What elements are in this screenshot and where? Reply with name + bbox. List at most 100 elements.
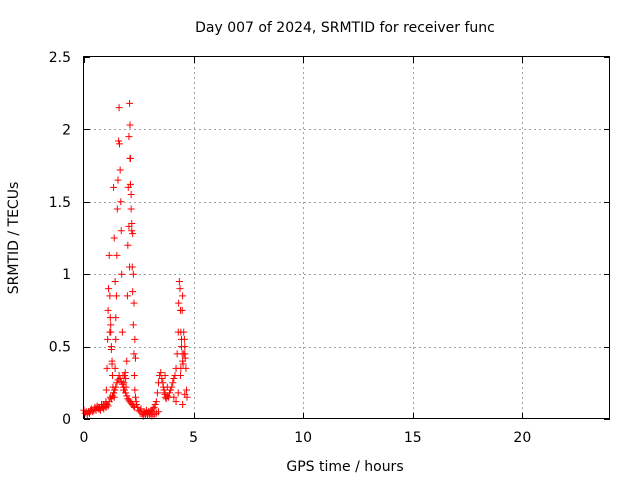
data-point <box>180 328 188 336</box>
data-point <box>160 386 168 394</box>
data-point <box>167 386 175 394</box>
data-point <box>128 220 136 228</box>
y-tick-label: 0 <box>62 412 71 428</box>
x-tick-label: 15 <box>404 430 422 446</box>
data-point <box>125 133 133 141</box>
data-point <box>129 230 137 238</box>
data-point <box>123 392 131 400</box>
data-point <box>112 335 120 343</box>
data-point <box>110 183 118 191</box>
data-point <box>132 393 140 401</box>
data-point <box>108 372 116 380</box>
data-point <box>107 345 115 353</box>
data-point <box>127 205 135 213</box>
data-point <box>119 383 127 391</box>
data-point <box>150 403 158 411</box>
data-point <box>89 408 97 416</box>
data-point <box>161 372 169 380</box>
data-point <box>165 389 173 397</box>
data-point <box>174 389 182 397</box>
data-point <box>131 386 139 394</box>
data-point <box>181 343 189 351</box>
data-point <box>104 402 112 410</box>
data-point <box>130 372 138 380</box>
y-tick-label: 1.5 <box>49 195 71 211</box>
data-point <box>155 408 163 416</box>
data-point <box>126 121 134 129</box>
data-point <box>113 251 121 259</box>
data-point <box>121 386 129 394</box>
data-point <box>146 411 154 419</box>
data-point <box>179 360 187 368</box>
data-point <box>126 154 134 162</box>
data-point <box>128 227 136 235</box>
data-point <box>157 369 165 377</box>
y-tick-labels: 0 0.5 1 1.5 2 2.5 <box>49 50 71 428</box>
data-point <box>175 299 183 307</box>
chart-title: Day 007 of 2024, SRMTID for receiver fun… <box>195 20 495 36</box>
data-point <box>110 389 118 397</box>
data-point <box>177 364 185 372</box>
data-point <box>113 379 121 387</box>
data-point <box>106 292 114 300</box>
data-point <box>179 401 187 409</box>
data-point <box>158 374 166 382</box>
data-point <box>116 374 124 382</box>
data-point <box>117 198 125 206</box>
data-point <box>113 205 121 213</box>
data-point <box>107 321 115 329</box>
data-point <box>178 335 186 343</box>
data-point <box>181 390 189 398</box>
x-tick-label: 20 <box>513 430 531 446</box>
data-point <box>126 99 134 107</box>
data-point <box>111 277 119 285</box>
data-point <box>85 409 93 417</box>
data-point <box>130 299 138 307</box>
data-point <box>129 288 137 296</box>
data-point <box>110 234 118 242</box>
y-axis-title: SRMTID / TECUs <box>6 182 22 295</box>
data-point <box>172 398 180 406</box>
data-point <box>117 227 125 235</box>
y-tick-label: 1 <box>62 267 71 283</box>
scatter-points <box>80 99 191 420</box>
data-point <box>137 405 145 413</box>
data-point <box>183 386 191 394</box>
data-point <box>111 364 119 372</box>
y-tick-label: 0.5 <box>49 340 71 356</box>
data-point <box>170 374 178 382</box>
data-point <box>129 402 137 410</box>
data-point <box>153 389 161 397</box>
data-point <box>114 176 122 184</box>
data-point <box>112 314 120 322</box>
data-point <box>169 379 177 387</box>
x-tick-labels: 0 5 10 15 20 <box>80 430 532 446</box>
y-tick-label: 2 <box>62 122 71 138</box>
data-point <box>126 180 134 188</box>
data-point <box>152 398 160 406</box>
data-point <box>123 357 131 365</box>
data-point <box>181 350 189 358</box>
data-point <box>111 386 119 394</box>
data-point <box>178 306 186 314</box>
data-point <box>102 386 110 394</box>
data-point <box>105 285 113 293</box>
data-point <box>104 335 112 343</box>
data-point <box>170 393 178 401</box>
data-point <box>103 364 111 372</box>
data-point <box>118 380 126 388</box>
grid-lines <box>84 57 610 419</box>
data-point <box>116 140 124 148</box>
data-point <box>115 104 123 112</box>
data-point <box>131 335 139 343</box>
data-point <box>130 403 138 411</box>
data-point <box>104 306 112 314</box>
data-point <box>127 191 135 199</box>
data-point <box>126 263 134 271</box>
data-point <box>115 137 123 145</box>
data-point <box>122 389 130 397</box>
axis-ticks <box>84 57 610 420</box>
plot-frame <box>83 56 610 419</box>
data-point <box>132 354 140 362</box>
